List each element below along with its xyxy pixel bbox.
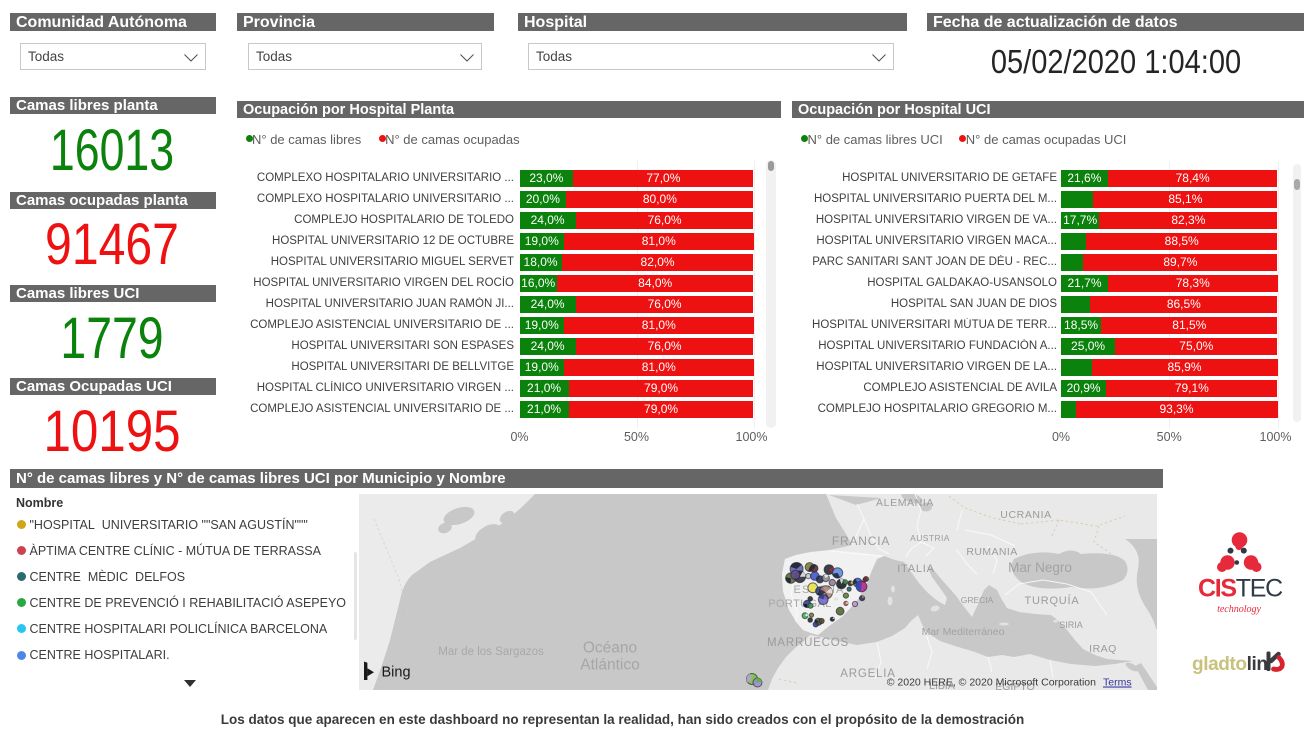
svg-text:IRAQ: IRAQ [1089, 643, 1117, 655]
svg-text:SIRIA: SIRIA [1059, 620, 1083, 630]
svg-text:ITALIA: ITALIA [897, 563, 935, 575]
svg-text:UCRANIA: UCRANIA [1000, 509, 1051, 521]
svg-text:CISTEC: CISTEC [1198, 575, 1283, 603]
svg-text:Mar Negro: Mar Negro [1008, 560, 1072, 575]
svg-text:Atlántico: Atlántico [580, 657, 639, 674]
svg-text:LIBIA: LIBIA [929, 680, 955, 690]
svg-text:FRANCIA: FRANCIA [832, 534, 890, 548]
svg-text:© 2020 HERE, © 2020 Microsoft: © 2020 HERE, © 2020 Microsoft Corporatio… [887, 677, 1096, 689]
svg-text:AUSTRIA: AUSTRIA [910, 533, 950, 543]
svg-text:Terms: Terms [1103, 677, 1132, 689]
svg-text:technology: technology [1217, 604, 1261, 615]
svg-text:Mar Mediterráneo: Mar Mediterráneo [922, 626, 1005, 638]
svg-text:MARRUECOS: MARRUECOS [767, 637, 849, 649]
svg-text:Bing: Bing [382, 665, 411, 681]
svg-text:Mar de los Sargazos: Mar de los Sargazos [438, 646, 544, 658]
svg-text:gladtolin: gladtolin [1192, 654, 1268, 675]
svg-text:ARGELIA: ARGELIA [840, 668, 895, 680]
svg-text:PORTUGAL: PORTUGAL [768, 598, 832, 610]
svg-text:TURQUÍA: TURQUÍA [1024, 594, 1079, 607]
svg-text:ALEMANIA: ALEMANIA [876, 497, 934, 509]
svg-text:GRECIA: GRECIA [961, 595, 994, 605]
svg-text:EGIPTO: EGIPTO [995, 681, 1034, 690]
svg-text:Océano: Océano [583, 640, 637, 657]
svg-text:RUMANIA: RUMANIA [966, 546, 1017, 558]
